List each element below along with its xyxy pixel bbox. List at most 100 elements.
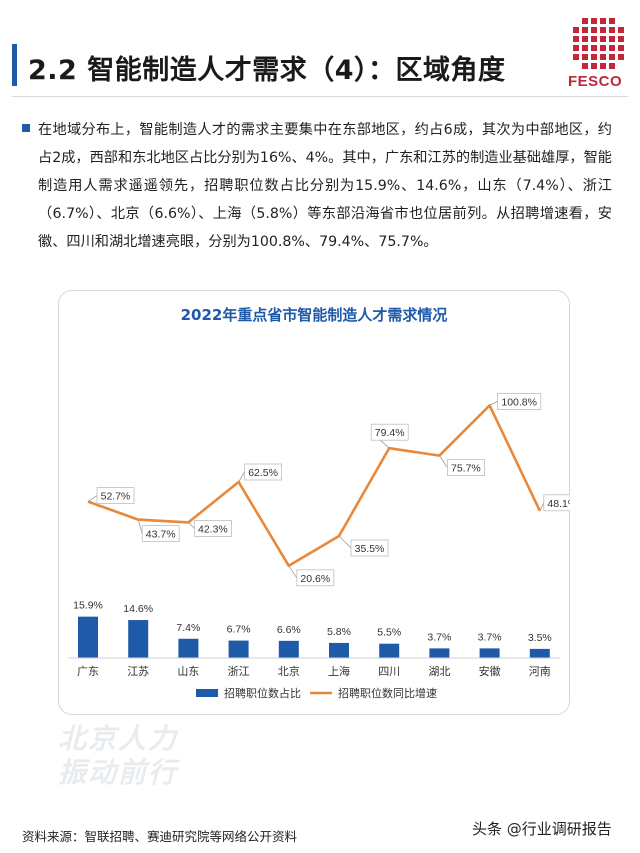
source-note: 资料来源：智联招聘、赛迪研究院等网络公开资料	[22, 829, 298, 844]
category-label: 北京	[278, 664, 300, 678]
label-leader-line	[439, 455, 448, 468]
bar-value-label: 5.5%	[377, 627, 401, 639]
logo-dot	[573, 27, 579, 33]
label-leader-line	[489, 401, 498, 406]
logo-dot	[609, 27, 615, 33]
logo-dot	[600, 63, 606, 69]
logo-dot	[582, 18, 588, 24]
category-label: 湖北	[428, 665, 450, 678]
logo-dot	[609, 45, 615, 51]
logo-dot	[573, 54, 579, 60]
title-accent-bar	[12, 44, 17, 86]
logo-dot	[600, 45, 606, 51]
logo-dot	[600, 54, 606, 60]
line-value-label: 100.8%	[501, 396, 537, 408]
line-label-box	[350, 539, 389, 557]
line-label-box	[296, 569, 335, 587]
logo-dot	[600, 36, 606, 42]
line-label-box	[446, 459, 485, 477]
line-label-box	[244, 463, 283, 481]
label-leader-line	[288, 565, 298, 579]
category-label: 四川	[378, 665, 400, 678]
bar-value-label: 14.6%	[123, 603, 153, 615]
bar	[379, 643, 400, 658]
logo-dot	[591, 45, 597, 51]
logo-dot	[618, 27, 624, 33]
line-label-box	[141, 525, 180, 543]
bar	[228, 640, 249, 658]
logo-dot	[591, 36, 597, 42]
bar	[128, 620, 149, 658]
bullet-square-icon	[22, 124, 30, 132]
category-label: 安徽	[479, 664, 501, 678]
watermark: 北京人力 振动前行	[58, 722, 178, 790]
logo-dot	[573, 36, 579, 42]
bar	[429, 648, 450, 658]
line-value-label: 62.5%	[248, 467, 278, 479]
line-label-box	[370, 423, 409, 441]
bar-value-label: 6.6%	[277, 624, 301, 636]
bar	[278, 640, 299, 658]
bar	[178, 638, 199, 658]
line-value-label: 20.6%	[300, 573, 330, 585]
logo-dot	[609, 36, 615, 42]
line-label-box	[497, 393, 542, 410]
logo-text: FESCO	[568, 73, 623, 90]
category-label: 浙江	[228, 665, 250, 678]
line-value-label: 52.7%	[101, 491, 131, 503]
legend-line-label: 招聘职位数同比增速	[338, 686, 437, 700]
logo-dot	[582, 36, 588, 42]
logo-dot	[600, 27, 606, 33]
page-title: 2.2 智能制造人才需求（4）：区域角度	[28, 55, 506, 86]
bar	[329, 642, 349, 658]
label-leader-line	[137, 519, 143, 534]
category-label: 河南	[529, 665, 551, 678]
fesco-logo: FESCO	[568, 18, 628, 90]
logo-dot	[591, 54, 597, 60]
label-leader-line	[188, 522, 195, 529]
title-divider	[12, 96, 628, 97]
logo-dot	[609, 63, 615, 69]
bar-value-label: 3.5%	[528, 632, 552, 644]
line-value-label: 35.5%	[355, 543, 385, 555]
category-label: 山东	[177, 665, 199, 678]
chart-title: 2022年重点省市智能制造人才需求情况	[181, 306, 448, 324]
logo-dot	[609, 18, 615, 24]
logo-dot	[591, 18, 597, 24]
category-label: 广东	[77, 665, 99, 678]
bar-value-label: 6.7%	[227, 624, 251, 636]
legend-bar-label: 招聘职位数占比	[224, 686, 301, 700]
line-value-label: 43.7%	[146, 529, 176, 541]
logo-dot	[618, 36, 624, 42]
line-value-label: 79.4%	[375, 427, 405, 439]
logo-dot	[573, 45, 579, 51]
label-leader-line	[238, 471, 245, 483]
demand-chart: 2022年重点省市智能制造人才需求情况 15.9% 14.6% 7.4% 6.7% 6.6…	[68, 306, 570, 700]
bar-value-label: 15.9%	[73, 600, 103, 612]
logo-dot-grid	[573, 18, 628, 69]
bar-value-label: 5.8%	[327, 626, 351, 638]
line-label-box	[96, 487, 135, 505]
category-label: 上海	[328, 664, 350, 678]
logo-dot	[618, 54, 624, 60]
line-value-label: 48.1%	[547, 498, 570, 510]
logo-dot	[582, 54, 588, 60]
watermark-line-1: 北京人力	[58, 722, 179, 755]
logo-dot	[600, 18, 606, 24]
logo-dot	[591, 63, 597, 69]
bar-value-label: 7.4%	[176, 622, 200, 634]
label-leader-line	[338, 535, 352, 549]
logo-dot	[582, 63, 588, 69]
line-label-box	[543, 494, 570, 512]
logo-dot	[618, 45, 624, 51]
bar	[479, 648, 500, 658]
bar-value-label: 3.7%	[427, 631, 451, 643]
bar	[529, 648, 550, 658]
intro-paragraph: 在地域分布上，智能制造人才的需求主要集中在东部地区，约占6成，其次为中部地区，约…	[38, 122, 612, 250]
logo-dot	[609, 54, 615, 60]
watermark-line-2: 振动前行	[58, 756, 179, 789]
line-label-box	[193, 519, 232, 537]
bar-value-label: 3.7%	[478, 631, 502, 643]
logo-dot	[582, 45, 588, 51]
line-value-label: 75.7%	[451, 463, 481, 475]
